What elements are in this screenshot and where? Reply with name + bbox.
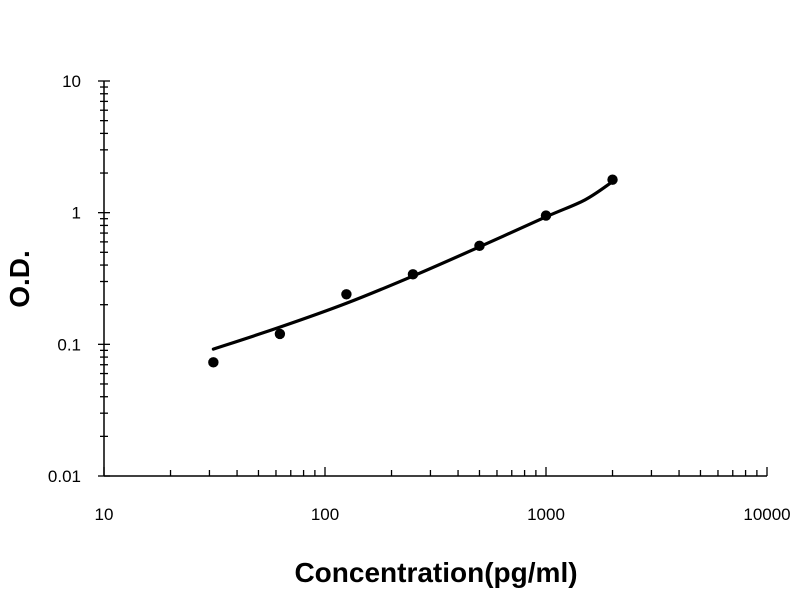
data-point — [341, 289, 352, 300]
axes — [103, 81, 767, 477]
x-tick-label: 1000 — [527, 505, 565, 524]
x-axis-title: Concentration(pg/ml) — [294, 557, 577, 588]
data-point — [208, 357, 219, 368]
y-tick-label: 1 — [72, 204, 81, 223]
data-point — [407, 269, 419, 280]
tick-labels: 10 100 1000 10000 0.01 0.1 1 10 — [48, 72, 791, 524]
data-point — [474, 240, 485, 252]
y-axis-title: O.D. — [4, 250, 35, 308]
fit-curve — [211, 180, 615, 351]
data-points — [208, 174, 618, 368]
data-point — [274, 328, 286, 340]
data-point — [607, 174, 618, 185]
y-tick-label: 0.01 — [48, 467, 81, 486]
axis-ticks — [98, 80, 768, 477]
x-tick-label: 10 — [95, 505, 114, 524]
y-tick-label: 10 — [62, 72, 81, 91]
x-tick-label: 100 — [311, 505, 339, 524]
x-tick-label: 10000 — [743, 505, 790, 524]
y-tick-label: 0.1 — [57, 335, 81, 354]
data-point — [540, 210, 552, 221]
